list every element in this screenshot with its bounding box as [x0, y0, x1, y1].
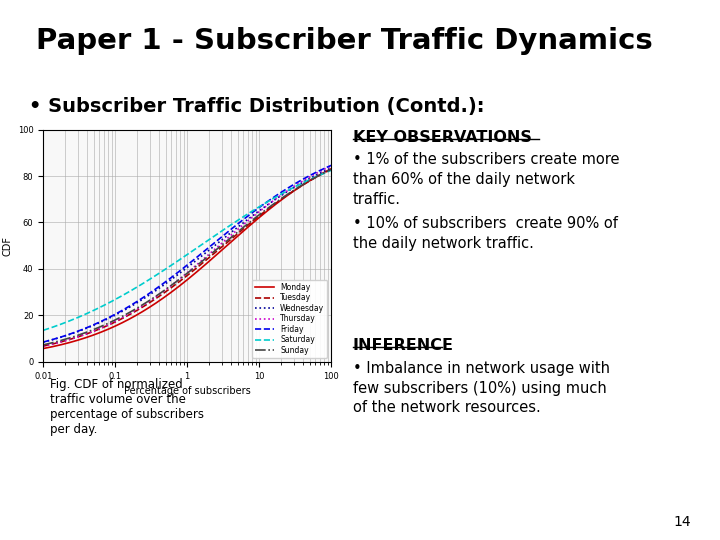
Y-axis label: CDF: CDF	[2, 235, 12, 256]
Text: Paper 1 - Subscriber Traffic Dynamics: Paper 1 - Subscriber Traffic Dynamics	[36, 27, 653, 55]
X-axis label: Percentage of subscribers: Percentage of subscribers	[124, 386, 251, 396]
Text: • 10% of subscribers  create 90% of
the daily network traffic.: • 10% of subscribers create 90% of the d…	[353, 216, 618, 251]
Text: • Subscriber Traffic Distribution (Contd.):: • Subscriber Traffic Distribution (Contd…	[29, 97, 485, 116]
Text: • Imbalance in network usage with
few subscribers (10%) using much
of the networ: • Imbalance in network usage with few su…	[353, 361, 610, 415]
Legend: Monday, Tuesday, Wednesday, Thursday, Friday, Saturday, Sunday: Monday, Tuesday, Wednesday, Thursday, Fr…	[252, 280, 328, 358]
Text: INFERENCE: INFERENCE	[353, 338, 454, 353]
Text: Fig. CDF of normalized
traffic volume over the
percentage of subscribers
per day: Fig. CDF of normalized traffic volume ov…	[50, 378, 204, 436]
Text: 14: 14	[674, 515, 691, 529]
Text: KEY OBSERVATIONS: KEY OBSERVATIONS	[353, 130, 531, 145]
Text: • 1% of the subscribers create more
than 60% of the daily network
traffic.: • 1% of the subscribers create more than…	[353, 152, 619, 207]
